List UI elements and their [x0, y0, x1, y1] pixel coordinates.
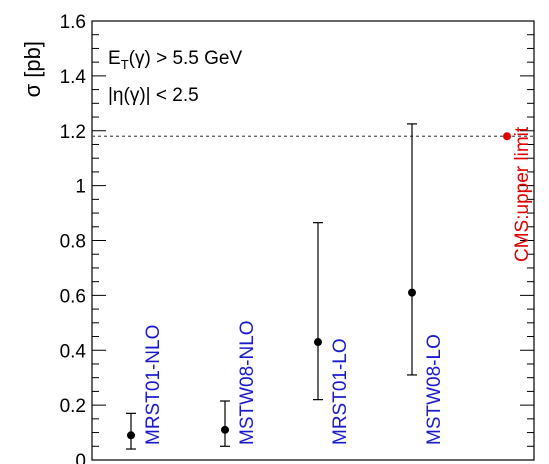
y-tick-label: 0.6: [60, 286, 86, 307]
y-tick-label: 1.2: [60, 122, 86, 143]
y-tick-label: 1.4: [60, 67, 87, 88]
data-point-marker: [314, 338, 322, 346]
data-point-marker: [127, 431, 135, 439]
y-axis: 0 0.2 0.4 0.6 0.8 1 1.2 1.4 1.6: [60, 12, 534, 464]
data-point-group: MSTW08-NLO: [220, 320, 258, 446]
y-tick-label: 0.4: [60, 341, 87, 362]
y-tick-label: 0.2: [60, 396, 86, 417]
annotation-eta-cut: |η(γ)| < 2.5: [108, 85, 199, 106]
data-point-label: MRST01-NLO: [143, 325, 164, 445]
annotation-et-sub: T: [121, 57, 129, 72]
annotation-et-cut: ET(γ) > 5.5 GeV: [108, 48, 242, 72]
data-point-marker: [408, 289, 416, 297]
y-tick-label: 1: [75, 177, 86, 198]
upper-limit-marker: CMS:upper limit: [503, 126, 533, 262]
annotation-et-main: E: [108, 48, 121, 69]
data-point-label: MRST01-LO: [330, 338, 351, 445]
upper-limit-label: CMS:upper limit: [512, 126, 533, 262]
data-points: MRST01-NLO MSTW08-NLO MRST01-LO MSTW08-LO: [126, 124, 445, 449]
y-axis-label: σ [pb]: [20, 41, 45, 97]
data-point-group: MRST01-NLO: [126, 325, 164, 449]
y-tick-label: 0.8: [60, 232, 86, 253]
data-point-group: MSTW08-LO: [407, 124, 445, 445]
upper-limit-point: [503, 132, 511, 140]
annotation-et-rest: (γ) > 5.5 GeV: [129, 48, 243, 69]
annotation-block: ET(γ) > 5.5 GeV |η(γ)| < 2.5: [108, 48, 242, 106]
data-point-marker: [221, 426, 229, 434]
data-point-group: MRST01-LO: [313, 223, 351, 445]
data-point-label: MSTW08-NLO: [237, 320, 258, 445]
data-point-label: MSTW08-LO: [424, 334, 445, 445]
y-tick-label: 1.6: [60, 12, 86, 33]
y-tick-label: 0: [75, 451, 86, 464]
